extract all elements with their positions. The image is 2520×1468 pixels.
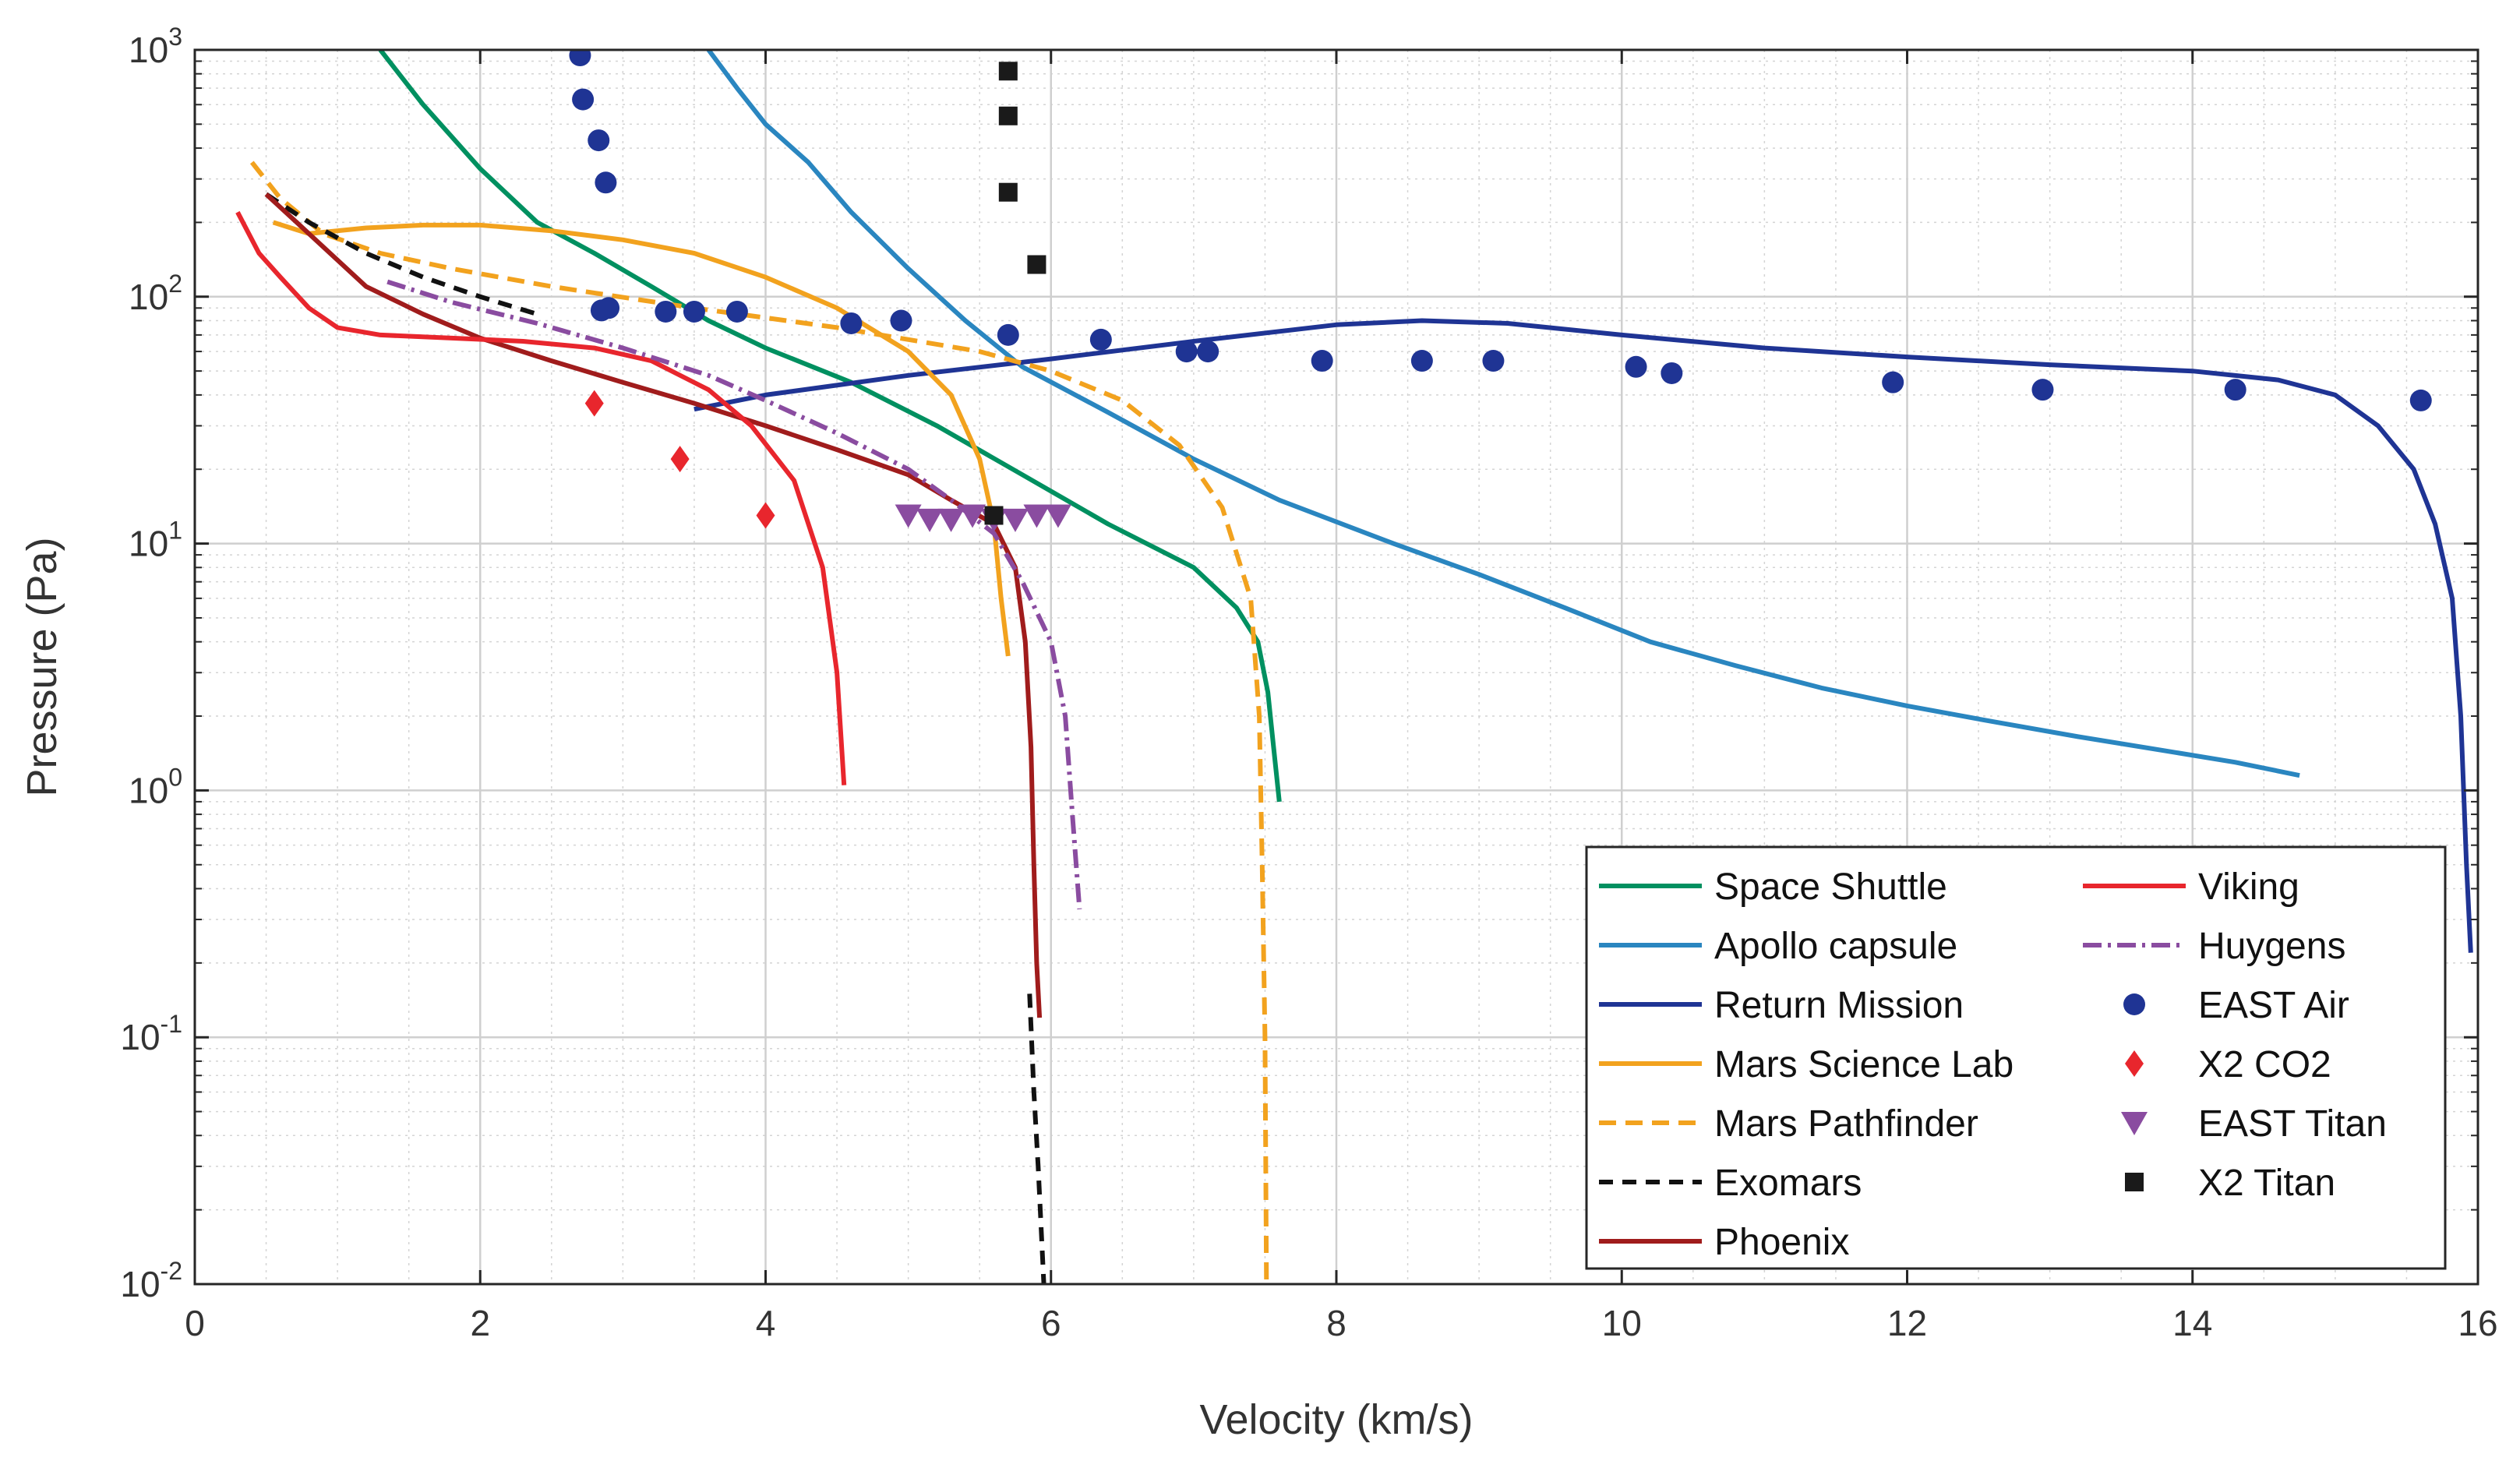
- data-point-east-air: [1089, 328, 1112, 351]
- legend-label-apollo-capsule: Apollo capsule: [1714, 926, 1957, 967]
- data-point-east-titan: [1023, 504, 1050, 528]
- data-point-east-titan: [937, 508, 965, 532]
- legend-label-space-shuttle: Space Shuttle: [1714, 866, 1947, 908]
- legend-swatch-east-titan: [2121, 1112, 2148, 1135]
- data-point-east-titan: [1044, 504, 1071, 528]
- data-point-east-air: [840, 312, 863, 334]
- data-point-east-air: [655, 300, 677, 323]
- y-tick-label: 103: [129, 23, 182, 70]
- data-point-east-titan: [916, 508, 944, 532]
- legend-label-mars-science-lab: Mars Science Lab: [1714, 1044, 2014, 1085]
- legend: Space Shuttle Apollo capsule Return Missio…: [1585, 845, 2447, 1270]
- data-point-east-air: [1482, 350, 1505, 372]
- data-point-east-air: [572, 88, 595, 111]
- data-point-east-titan: [895, 504, 922, 528]
- data-point-east-titan: [1001, 508, 1029, 532]
- data-point-east-air: [1311, 350, 1333, 372]
- x-tick-label: 8: [1326, 1303, 1346, 1343]
- data-point-x2-co2: [584, 390, 604, 417]
- data-point-x2-co2: [756, 502, 775, 529]
- data-point-east-air: [2409, 389, 2432, 411]
- y-tick-label: 10-1: [120, 1010, 182, 1057]
- data-point-east-air: [1175, 341, 1198, 363]
- data-point-east-air: [598, 297, 620, 319]
- legend-label-mars-pathfinder: Mars Pathfinder: [1714, 1103, 1978, 1145]
- x-axis-label: Velocity (km/s): [1199, 1396, 1473, 1443]
- data-point-east-air: [1197, 341, 1219, 363]
- series-line-phoenix: [264, 192, 1043, 1018]
- data-point-east-air: [588, 129, 610, 152]
- series-layer: [235, 50, 2473, 1284]
- data-point-x2-titan: [998, 106, 1018, 125]
- data-point-x2-co2: [670, 446, 690, 473]
- x-tick-label: 4: [756, 1303, 776, 1343]
- x-tick-label: 2: [470, 1303, 490, 1343]
- series-line-exomars: [1027, 993, 1046, 1284]
- data-point-east-air: [890, 309, 912, 332]
- y-tick-label: 10-2: [120, 1257, 182, 1304]
- series-line-mars-science-lab: [272, 220, 1011, 657]
- data-point-x2-titan: [984, 506, 1004, 525]
- legend-label-return-mission: Return Mission: [1714, 985, 1964, 1026]
- series-line-mars-pathfinder: [249, 161, 1269, 1284]
- legend-box: [1585, 845, 2447, 1270]
- series-line-return-mission: [694, 318, 2473, 953]
- x-tick-label: 0: [185, 1303, 205, 1343]
- y-axis-label: Pressure (Pa): [19, 537, 65, 796]
- data-point-east-air: [2224, 379, 2246, 401]
- data-point-x2-titan: [998, 62, 1018, 81]
- data-point-east-air: [595, 171, 617, 194]
- x-tick-label: 10: [1602, 1303, 1642, 1343]
- y-tick-label: 101: [129, 517, 182, 564]
- data-point-east-air: [725, 300, 748, 323]
- data-point-east-air: [569, 50, 591, 67]
- data-point-x2-titan: [998, 182, 1018, 202]
- series-line-huygens: [386, 279, 1082, 910]
- series-line-space-shuttle: [378, 50, 1282, 803]
- data-point-east-air: [1661, 362, 1683, 384]
- y-tick-label: 102: [129, 270, 182, 317]
- series-line-exomars: [264, 192, 538, 317]
- legend-label-huygens: Huygens: [2198, 926, 2345, 967]
- legend-label-viking: Viking: [2198, 866, 2299, 908]
- data-point-east-air: [2031, 379, 2054, 401]
- y-tick-label: 100: [129, 763, 182, 810]
- legend-label-east-air: EAST Air: [2198, 985, 2349, 1026]
- legend-label-exomars: Exomars: [1714, 1163, 1862, 1204]
- data-point-east-air: [1625, 355, 1647, 378]
- legend-swatch-east-air: [2123, 993, 2145, 1015]
- data-point-east-air: [1882, 371, 1904, 393]
- x-tick-label: 6: [1041, 1303, 1061, 1343]
- series-line-apollo-capsule: [706, 50, 2300, 778]
- legend-label-x2-co2: X2 CO2: [2198, 1044, 2331, 1085]
- legend-label-east-titan: EAST Titan: [2198, 1103, 2387, 1145]
- data-point-east-titan: [959, 504, 986, 528]
- data-point-east-air: [997, 323, 1019, 346]
- data-point-east-air: [683, 300, 705, 323]
- data-point-east-air: [1410, 350, 1433, 372]
- series-line-viking: [235, 210, 847, 785]
- legend-label-phoenix: Phoenix: [1714, 1222, 1849, 1263]
- x-tick-label: 16: [2458, 1303, 2497, 1343]
- ticks: 0 2 4 6 8 10 12 14 16 10-2 10-1 100 101 102 103: [120, 23, 2497, 1343]
- legend-swatch-x2-titan: [2125, 1173, 2144, 1191]
- legend-label-x2-titan: X2 Titan: [2198, 1163, 2335, 1204]
- data-point-x2-titan: [1027, 255, 1046, 274]
- x-tick-label: 12: [1887, 1303, 1927, 1343]
- x-tick-label: 14: [2172, 1303, 2212, 1343]
- legend-swatch-x2-co2: [2125, 1050, 2144, 1077]
